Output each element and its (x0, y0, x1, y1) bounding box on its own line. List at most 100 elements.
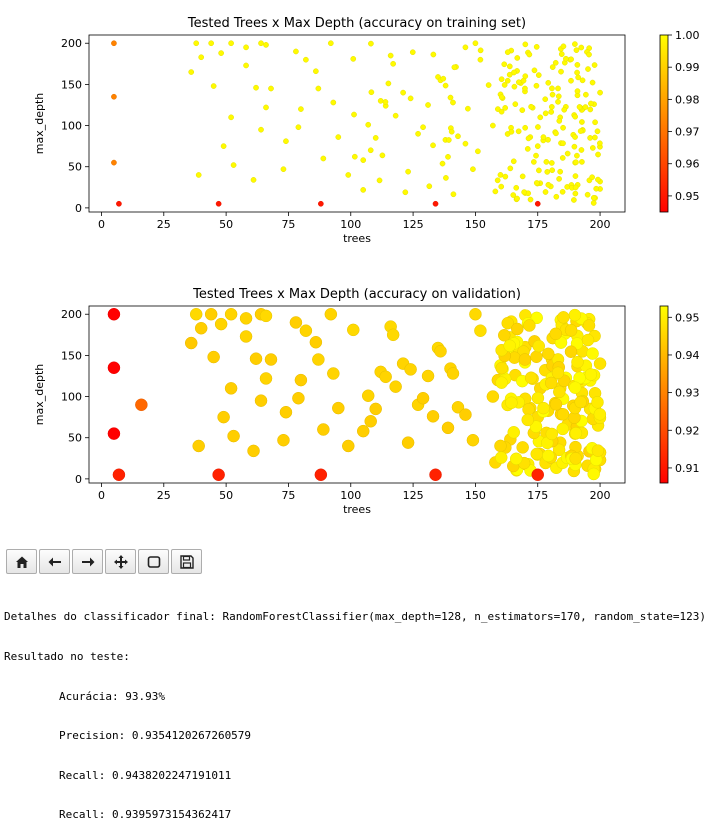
classifier-details: Detalhes do classificador final: RandomF… (4, 610, 706, 624)
data-point (382, 99, 389, 105)
data-point (492, 188, 499, 195)
data-point (193, 40, 200, 47)
data-point (587, 467, 600, 481)
data-point (430, 51, 437, 58)
data-point (511, 322, 524, 336)
data-point (522, 41, 529, 48)
data-point (552, 59, 559, 66)
data-point (555, 85, 561, 92)
colorbar-tick-label: 1.00 (675, 29, 700, 42)
data-point (555, 98, 561, 105)
highlight-point (534, 200, 541, 207)
data-point (498, 94, 505, 100)
data-point (228, 114, 234, 121)
data-point (249, 352, 263, 365)
data-point (553, 130, 559, 137)
colorbar-tick-label: 0.94 (675, 349, 700, 362)
save-button[interactable] (171, 549, 202, 574)
data-point (553, 193, 560, 200)
data-point (335, 134, 342, 140)
data-point (421, 369, 435, 383)
data-point (573, 159, 579, 166)
data-point (407, 95, 414, 102)
data-point (360, 187, 367, 193)
data-point (258, 40, 264, 47)
data-point (557, 311, 570, 324)
data-point (597, 140, 603, 147)
data-point (569, 427, 583, 440)
data-point (556, 176, 562, 182)
data-point (485, 82, 492, 88)
data-point (210, 83, 217, 89)
data-point (405, 168, 411, 175)
data-point (497, 172, 504, 178)
data-point (258, 126, 264, 133)
x-tick-label: 100 (340, 218, 361, 231)
data-point (591, 62, 598, 68)
y-tick-label: 50 (68, 432, 82, 445)
data-point (295, 124, 302, 131)
data-point (356, 424, 370, 438)
data-point (385, 80, 392, 87)
data-point (294, 373, 308, 387)
data-point (192, 439, 205, 453)
data-point (342, 439, 355, 453)
data-point (579, 119, 585, 125)
chart-title: Tested Trees x Max Depth (accuracy on va… (192, 287, 521, 302)
pan-button[interactable] (105, 549, 136, 574)
data-point (536, 167, 542, 174)
data-point (572, 134, 578, 140)
data-point (369, 402, 382, 416)
data-point (514, 195, 520, 202)
data-point (345, 172, 352, 178)
data-point (590, 194, 597, 201)
data-point (549, 91, 556, 98)
data-point (327, 367, 340, 380)
chart-panel-2: Tested Trees x Max Depth (accuracy on va… (33, 287, 700, 516)
data-point (549, 398, 563, 411)
chart-title: Tested Trees x Max Depth (accuracy on tr… (187, 16, 526, 31)
data-point (324, 307, 338, 321)
data-point (528, 103, 534, 110)
data-point (595, 176, 601, 183)
data-point (443, 175, 449, 181)
data-point (542, 189, 549, 195)
data-point (386, 328, 400, 342)
data-point (533, 152, 539, 159)
zoom-button[interactable] (138, 549, 169, 574)
data-point (243, 44, 249, 51)
data-point (593, 408, 607, 421)
data-point (490, 122, 496, 129)
data-point (494, 439, 507, 453)
data-point (552, 443, 566, 457)
data-point (548, 109, 555, 115)
data-point (571, 143, 578, 150)
data-point (415, 130, 421, 137)
data-point (588, 100, 594, 107)
data-point (587, 106, 594, 113)
data-point (445, 137, 452, 143)
data-point (582, 319, 596, 332)
data-point (542, 110, 549, 117)
home-button[interactable] (6, 549, 37, 574)
forward-button[interactable] (72, 549, 103, 574)
x-tick-label: 125 (403, 218, 424, 231)
data-point (545, 79, 552, 86)
data-point (315, 85, 322, 92)
y-axis-label: max_depth (33, 364, 46, 426)
data-point (530, 159, 537, 165)
data-point (368, 40, 374, 47)
data-point (597, 89, 603, 96)
x-tick-label: 0 (98, 489, 105, 502)
data-point (561, 106, 568, 113)
x-tick-label: 25 (157, 489, 171, 502)
x-tick-label: 100 (340, 489, 361, 502)
colorbar-tick-label: 0.99 (675, 61, 700, 74)
data-point (558, 68, 564, 75)
data-point (220, 143, 227, 149)
data-point (466, 433, 480, 447)
data-point (279, 405, 293, 419)
data-point (477, 56, 484, 63)
back-button[interactable] (39, 549, 70, 574)
highlight-point (107, 361, 121, 374)
